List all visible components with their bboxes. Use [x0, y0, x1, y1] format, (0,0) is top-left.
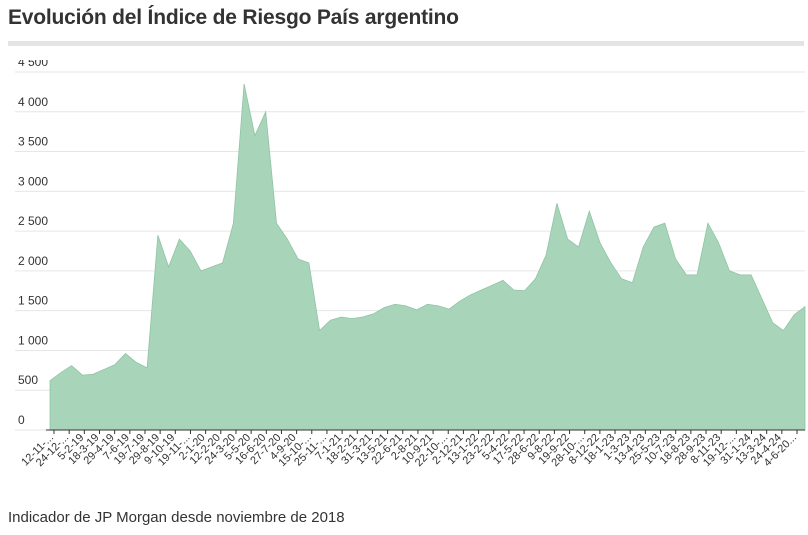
- y-tick-label: 0: [18, 413, 25, 427]
- chart-title: Evolución del Índice de Riesgo País arge…: [8, 6, 459, 29]
- risk-index-area: [49, 83, 806, 431]
- x-axis-tick-labels: 12-11-...24-12-...5-2-1918-3-1929-4-197-…: [19, 430, 799, 469]
- area-chart: 0 500 1 000 1 500 2 000 2 500 3 000 3 500 4 000 4…: [15, 60, 806, 469]
- y-tick-label: 3 500: [18, 135, 48, 149]
- y-tick-label: 2 500: [18, 214, 48, 228]
- title-divider: [8, 41, 804, 46]
- y-tick-label: 2 000: [18, 254, 48, 268]
- y-tick-label: 4 000: [18, 95, 48, 109]
- y-tick-label: 1 500: [18, 294, 48, 308]
- y-tick-label: 500: [18, 373, 38, 387]
- chart-caption: Indicador de JP Morgan desde noviembre d…: [8, 509, 345, 526]
- y-tick-label: 1 000: [18, 333, 48, 347]
- y-tick-label: 3 000: [18, 174, 48, 188]
- y-axis-tick-labels: 0 500 1 000 1 500 2 000 2 500 3 000 3 500 4 000 4…: [18, 60, 48, 427]
- y-tick-label: 4 500: [18, 60, 48, 69]
